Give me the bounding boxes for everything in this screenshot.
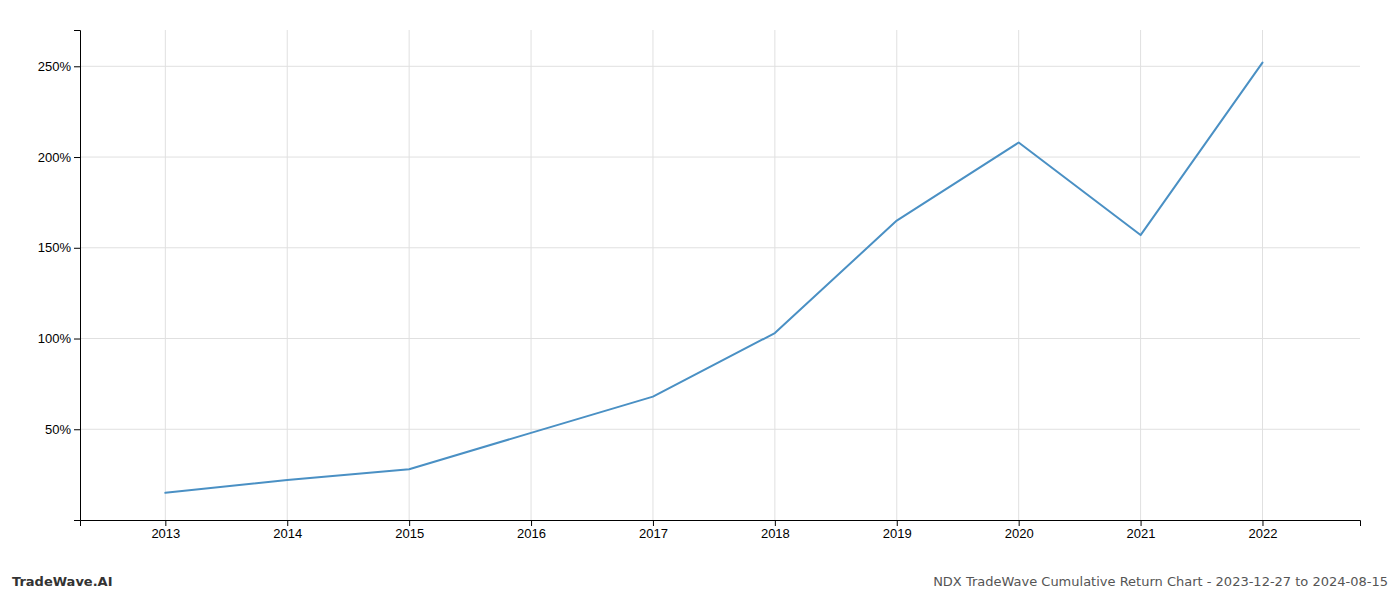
footer-right: NDX TradeWave Cumulative Return Chart - … bbox=[933, 574, 1388, 589]
x-tick-label: 2016 bbox=[517, 526, 546, 541]
grid-line-y bbox=[80, 66, 1360, 67]
x-tick-mark bbox=[531, 520, 532, 526]
chart: 2013 2014 2015 2016 2017 2018 2019 2020 2021 2022… bbox=[0, 0, 1400, 600]
x-tick-mark bbox=[775, 520, 776, 526]
y-tick: 200% bbox=[38, 150, 80, 165]
y-tick-mark bbox=[74, 429, 80, 430]
x-tick-mark bbox=[897, 520, 898, 526]
x-tick-label: 2022 bbox=[1249, 526, 1278, 541]
x-axis: 2013 2014 2015 2016 2017 2018 2019 2020 2021 2022 bbox=[81, 520, 1361, 541]
x-tick-mark bbox=[653, 520, 654, 526]
grid-line-y bbox=[80, 429, 1360, 430]
x-tick-label: 2017 bbox=[639, 526, 668, 541]
grid-line-x bbox=[287, 30, 288, 520]
y-tick-mark bbox=[74, 157, 80, 158]
y-tick: 150% bbox=[38, 240, 80, 255]
x-tick-label: 2014 bbox=[273, 526, 302, 541]
x-tick-mark bbox=[165, 520, 166, 526]
y-tick-mark bbox=[74, 339, 80, 340]
y-tick-label: 250% bbox=[38, 59, 72, 74]
marks bbox=[165, 63, 1262, 493]
x-tick-label: 2021 bbox=[1127, 526, 1156, 541]
x-tick-label: 2020 bbox=[1005, 526, 1034, 541]
grid-line-y bbox=[80, 338, 1360, 339]
y-tick-mark bbox=[74, 248, 80, 249]
grid-line-y bbox=[80, 247, 1360, 248]
grid-line-x bbox=[774, 30, 775, 520]
y-tick: 50% bbox=[45, 422, 80, 437]
plot: 2013 2014 2015 2016 2017 2018 2019 2020 2021 2022… bbox=[38, 30, 1361, 541]
y-axis-line bbox=[74, 31, 81, 521]
grid-line-x bbox=[531, 30, 532, 520]
x-tick-mark bbox=[409, 520, 410, 526]
y-tick-label: 150% bbox=[38, 240, 72, 255]
x-tick: 2022 bbox=[1249, 520, 1278, 541]
x-tick-label: 2018 bbox=[761, 526, 790, 541]
grid-line-x bbox=[1018, 30, 1019, 520]
x-tick-label: 2013 bbox=[151, 526, 180, 541]
x-tick: 2013 bbox=[151, 520, 180, 541]
x-tick: 2014 bbox=[273, 520, 302, 541]
x-tick-mark bbox=[1141, 520, 1142, 526]
x-tick: 2018 bbox=[761, 520, 790, 541]
grid-line-x bbox=[165, 30, 166, 520]
x-tick-mark bbox=[287, 520, 288, 526]
line bbox=[165, 63, 1262, 493]
y-tick-mark bbox=[74, 66, 80, 67]
footer-left: TradeWave.AI bbox=[12, 574, 113, 589]
grid-line-x bbox=[652, 30, 653, 520]
grid-line-x bbox=[1262, 30, 1263, 520]
x-tick-label: 2019 bbox=[883, 526, 912, 541]
x-tick: 2017 bbox=[639, 520, 668, 541]
y-tick-label: 50% bbox=[45, 422, 71, 437]
grid-line-x bbox=[896, 30, 897, 520]
x-tick-label: 2015 bbox=[395, 526, 424, 541]
x-tick: 2020 bbox=[1005, 520, 1034, 541]
y-tick: 100% bbox=[38, 331, 80, 346]
x-tick: 2016 bbox=[517, 520, 546, 541]
y-axis: 50% 100% 150% 200% 250% bbox=[38, 31, 81, 521]
y-tick: 250% bbox=[38, 59, 80, 74]
grid-line-y bbox=[80, 157, 1360, 158]
x-tick-mark bbox=[1262, 520, 1263, 526]
x-tick: 2019 bbox=[883, 520, 912, 541]
x-tick-mark bbox=[1019, 520, 1020, 526]
grid bbox=[80, 30, 1360, 520]
y-tick-label: 100% bbox=[38, 331, 72, 346]
grid-line-x bbox=[1140, 30, 1141, 520]
grid-line-x bbox=[409, 30, 410, 520]
x-axis-line bbox=[81, 521, 1361, 527]
x-tick: 2015 bbox=[395, 520, 424, 541]
y-tick-label: 200% bbox=[38, 150, 72, 165]
x-tick: 2021 bbox=[1127, 520, 1156, 541]
